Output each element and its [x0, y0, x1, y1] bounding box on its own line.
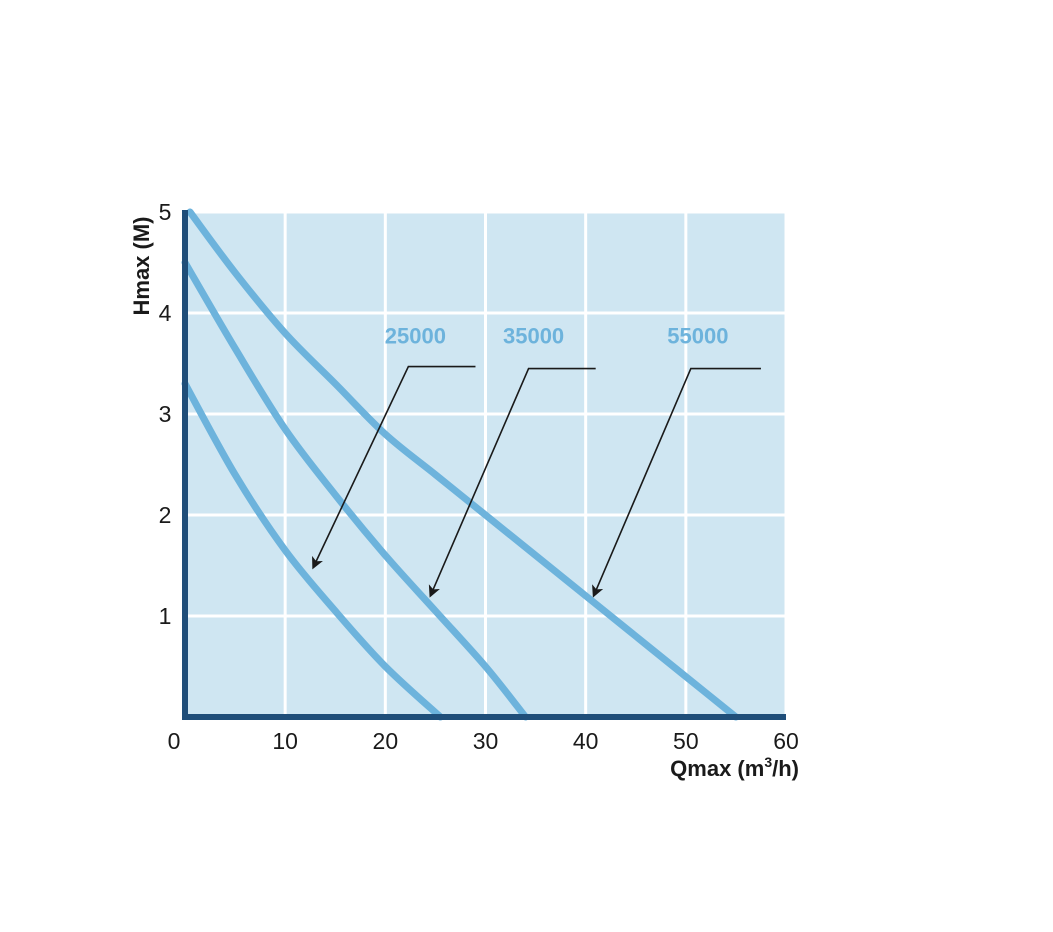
- axes: [182, 210, 786, 720]
- series-label-35000: 35000: [503, 323, 564, 348]
- leader-arrow-55000: [592, 367, 761, 598]
- performance-curves: [181, 208, 740, 721]
- x-tick-label: 10: [272, 728, 298, 754]
- series-annotations: 25000 35000 55000: [312, 323, 761, 598]
- x-tick-label: 0: [168, 728, 181, 754]
- x-tick-label: 30: [473, 728, 499, 754]
- y-axis-title: Hmax (M): [129, 216, 154, 315]
- tick-labels: 0 10 20 30 40 50 60 1 2 3 4 5: [159, 199, 799, 754]
- series-label-55000: 55000: [667, 323, 728, 348]
- x-axis-title-main: Qmax (m: [670, 756, 764, 781]
- x-axis-title: Qmax (m3/h): [670, 754, 799, 781]
- leader-arrow-25000: [312, 365, 476, 570]
- series-label-25000: 25000: [385, 323, 446, 348]
- x-tick-label: 50: [673, 728, 699, 754]
- y-tick-label: 1: [159, 603, 172, 629]
- leader-arrow-35000: [428, 367, 596, 598]
- curve-55000: [186, 208, 740, 721]
- x-tick-label: 20: [373, 728, 399, 754]
- y-tick-label: 4: [159, 300, 172, 326]
- curve-25000: [181, 380, 444, 721]
- x-axis-title-tail: /h): [772, 756, 799, 781]
- gridlines: [185, 210, 788, 717]
- x-tick-label: 40: [573, 728, 599, 754]
- y-tick-label: 5: [159, 199, 172, 225]
- x-axis-title-sup: 3: [764, 754, 772, 770]
- x-tick-label: 60: [773, 728, 799, 754]
- y-tick-label: 3: [159, 401, 172, 427]
- curve-35000: [181, 259, 530, 721]
- y-tick-label: 2: [159, 502, 172, 528]
